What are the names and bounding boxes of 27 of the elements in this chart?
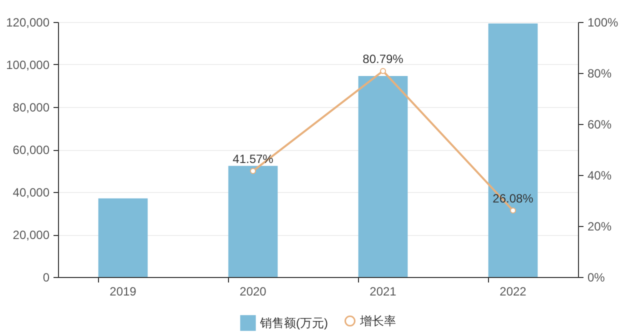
y-tick-label: 100,000 <box>6 58 50 72</box>
y-tick-label: 80,000 <box>12 100 50 114</box>
y2-tick-label: 20% <box>588 220 612 234</box>
bar <box>228 166 278 277</box>
y2-tick-label: 0% <box>588 270 606 284</box>
bar <box>358 76 408 277</box>
x-tick-label: 2021 <box>370 284 397 298</box>
y-tick-label: 120,000 <box>6 16 50 30</box>
point <box>380 68 386 74</box>
y2-tick-label: 40% <box>588 168 612 182</box>
x-tick-label: 2022 <box>500 284 527 298</box>
y-tick-label: 60,000 <box>12 143 50 157</box>
point <box>250 168 256 174</box>
data-label: 80.79% <box>362 52 404 66</box>
x-tick-label: 2020 <box>240 284 267 298</box>
point <box>510 208 516 214</box>
x-tick-label: 2019 <box>110 284 137 298</box>
y2-tick-label: 60% <box>588 118 612 132</box>
y-tick-label: 0 <box>42 270 50 284</box>
y2-tick-label: 80% <box>588 66 612 80</box>
y-tick-label: 20,000 <box>12 228 50 242</box>
bar <box>98 198 148 277</box>
legend-label: 增长率 <box>359 314 396 328</box>
y2-tick-label: 100% <box>588 16 619 30</box>
bar <box>488 23 538 277</box>
legend-label: 销售额(万元) <box>259 316 328 330</box>
y-tick-label: 40,000 <box>12 186 50 200</box>
